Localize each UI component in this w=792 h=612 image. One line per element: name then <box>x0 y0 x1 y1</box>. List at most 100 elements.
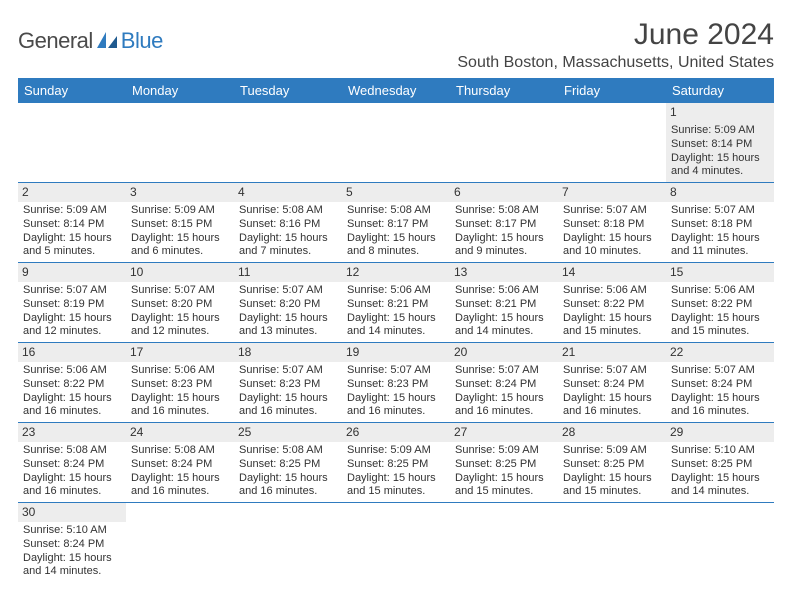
calendar-empty-cell <box>126 503 234 583</box>
calendar-day-cell: 28Sunrise: 5:09 AMSunset: 8:25 PMDayligh… <box>558 423 666 503</box>
day-number: 6 <box>450 183 558 202</box>
calendar-empty-cell <box>558 103 666 183</box>
daylight-text: Daylight: 15 hours <box>455 392 553 406</box>
sunrise-text: Sunrise: 5:07 AM <box>23 284 121 298</box>
calendar-empty-cell <box>450 503 558 583</box>
calendar-week-row: 2Sunrise: 5:09 AMSunset: 8:14 PMDaylight… <box>18 183 774 263</box>
calendar-week-row: 9Sunrise: 5:07 AMSunset: 8:19 PMDaylight… <box>18 263 774 343</box>
daylight-text: Daylight: 15 hours <box>455 312 553 326</box>
daylight-text: Daylight: 15 hours <box>671 472 769 486</box>
sunset-text: Sunset: 8:23 PM <box>347 378 445 392</box>
location-subtitle: South Boston, Massachusetts, United Stat… <box>457 54 774 72</box>
sunrise-text: Sunrise: 5:06 AM <box>347 284 445 298</box>
sunrise-text: Sunrise: 5:07 AM <box>671 204 769 218</box>
day-number: 2 <box>18 183 126 202</box>
daylight-text: Daylight: 15 hours <box>671 312 769 326</box>
sunset-text: Sunset: 8:17 PM <box>347 218 445 232</box>
daylight-text: and 15 minutes. <box>671 325 769 339</box>
daylight-text: Daylight: 15 hours <box>131 392 229 406</box>
daylight-text: and 15 minutes. <box>563 325 661 339</box>
daylight-text: Daylight: 15 hours <box>671 392 769 406</box>
calendar-document: General Blue June 2024 South Boston, Mas… <box>0 0 792 612</box>
day-number: 30 <box>18 503 126 522</box>
sunset-text: Sunset: 8:24 PM <box>563 378 661 392</box>
sunset-text: Sunset: 8:14 PM <box>671 138 769 152</box>
daylight-text: Daylight: 15 hours <box>239 312 337 326</box>
calendar-day-cell: 20Sunrise: 5:07 AMSunset: 8:24 PMDayligh… <box>450 343 558 423</box>
daylight-text: and 16 minutes. <box>131 485 229 499</box>
sunset-text: Sunset: 8:25 PM <box>671 458 769 472</box>
sunset-text: Sunset: 8:19 PM <box>23 298 121 312</box>
daylight-text: Daylight: 15 hours <box>563 232 661 246</box>
sunset-text: Sunset: 8:20 PM <box>239 298 337 312</box>
daylight-text: and 14 minutes. <box>23 565 121 579</box>
daylight-text: and 11 minutes. <box>671 245 769 259</box>
daylight-text: and 14 minutes. <box>455 325 553 339</box>
daylight-text: and 15 minutes. <box>455 485 553 499</box>
day-number: 14 <box>558 263 666 282</box>
daylight-text: and 16 minutes. <box>131 405 229 419</box>
daylight-text: Daylight: 15 hours <box>23 392 121 406</box>
day-number: 22 <box>666 343 774 362</box>
daylight-text: and 16 minutes. <box>347 405 445 419</box>
calendar-day-cell: 13Sunrise: 5:06 AMSunset: 8:21 PMDayligh… <box>450 263 558 343</box>
day-number: 4 <box>234 183 342 202</box>
daylight-text: Daylight: 15 hours <box>131 232 229 246</box>
day-number: 1 <box>666 103 774 122</box>
day-number: 28 <box>558 423 666 442</box>
day-number: 26 <box>342 423 450 442</box>
calendar-empty-cell <box>342 503 450 583</box>
sunrise-text: Sunrise: 5:08 AM <box>239 204 337 218</box>
sunrise-text: Sunrise: 5:06 AM <box>23 364 121 378</box>
sunrise-text: Sunrise: 5:09 AM <box>23 204 121 218</box>
daylight-text: Daylight: 15 hours <box>455 472 553 486</box>
title-block: June 2024 South Boston, Massachusetts, U… <box>457 18 774 72</box>
daylight-text: Daylight: 15 hours <box>671 152 769 166</box>
day-number: 16 <box>18 343 126 362</box>
day-number: 12 <box>342 263 450 282</box>
daylight-text: and 14 minutes. <box>671 485 769 499</box>
day-number: 8 <box>666 183 774 202</box>
calendar-empty-cell <box>666 503 774 583</box>
sunset-text: Sunset: 8:25 PM <box>563 458 661 472</box>
calendar-day-cell: 27Sunrise: 5:09 AMSunset: 8:25 PMDayligh… <box>450 423 558 503</box>
calendar-day-cell: 22Sunrise: 5:07 AMSunset: 8:24 PMDayligh… <box>666 343 774 423</box>
calendar-day-cell: 21Sunrise: 5:07 AMSunset: 8:24 PMDayligh… <box>558 343 666 423</box>
calendar-day-cell: 9 Sunrise: 5:07 AMSunset: 8:19 PMDaylight… <box>18 263 126 343</box>
calendar-day-cell: 2 Sunrise: 5:09 AMSunset: 8:14 PMDaylight… <box>18 183 126 263</box>
daylight-text: Daylight: 15 hours <box>563 312 661 326</box>
daylight-text: Daylight: 15 hours <box>23 312 121 326</box>
daylight-text: and 16 minutes. <box>23 405 121 419</box>
sunset-text: Sunset: 8:24 PM <box>131 458 229 472</box>
daylight-text: Daylight: 15 hours <box>671 232 769 246</box>
daylight-text: and 12 minutes. <box>23 325 121 339</box>
month-title: June 2024 <box>457 18 774 52</box>
calendar-empty-cell <box>342 103 450 183</box>
sunset-text: Sunset: 8:24 PM <box>455 378 553 392</box>
daylight-text: and 5 minutes. <box>23 245 121 259</box>
daylight-text: and 15 minutes. <box>347 485 445 499</box>
day-number: 18 <box>234 343 342 362</box>
sunset-text: Sunset: 8:24 PM <box>671 378 769 392</box>
sunrise-text: Sunrise: 5:08 AM <box>239 444 337 458</box>
calendar-day-cell: 5Sunrise: 5:08 AMSunset: 8:17 PMDaylight… <box>342 183 450 263</box>
sunset-text: Sunset: 8:14 PM <box>23 218 121 232</box>
daylight-text: Daylight: 15 hours <box>239 392 337 406</box>
sunset-text: Sunset: 8:22 PM <box>23 378 121 392</box>
day-number: 20 <box>450 343 558 362</box>
daylight-text: Daylight: 15 hours <box>239 232 337 246</box>
daylight-text: Daylight: 15 hours <box>23 232 121 246</box>
day-number: 17 <box>126 343 234 362</box>
day-number: 11 <box>234 263 342 282</box>
brand-text-general: General <box>18 28 93 54</box>
sunrise-text: Sunrise: 5:06 AM <box>671 284 769 298</box>
day-number: 10 <box>126 263 234 282</box>
daylight-text: Daylight: 15 hours <box>563 472 661 486</box>
daylight-text: and 13 minutes. <box>239 325 337 339</box>
day-number: 9 <box>18 263 126 282</box>
sunrise-text: Sunrise: 5:10 AM <box>671 444 769 458</box>
calendar-empty-cell <box>450 103 558 183</box>
calendar-day-cell: 7Sunrise: 5:07 AMSunset: 8:18 PMDaylight… <box>558 183 666 263</box>
weekday-tuesday: Tuesday <box>234 78 342 103</box>
daylight-text: and 16 minutes. <box>671 405 769 419</box>
